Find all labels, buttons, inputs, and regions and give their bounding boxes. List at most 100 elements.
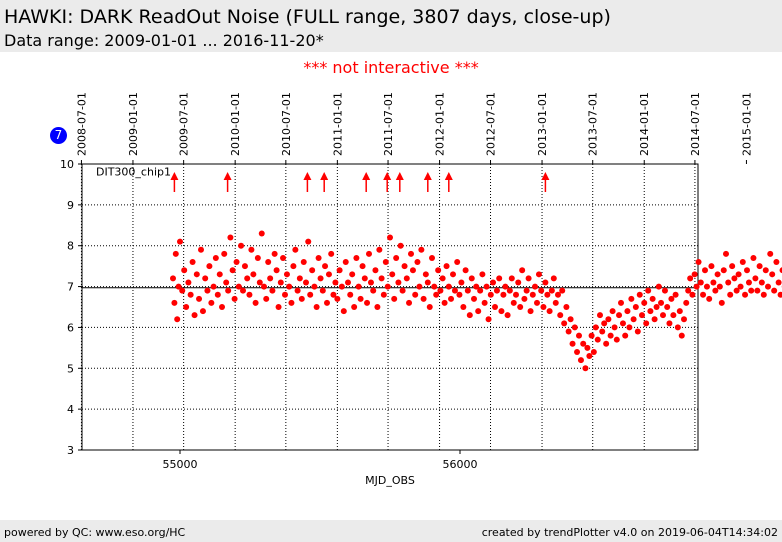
data-point xyxy=(315,254,322,261)
data-point xyxy=(712,287,719,294)
data-point xyxy=(718,299,725,306)
data-point xyxy=(179,287,186,294)
data-point xyxy=(622,332,629,339)
data-point xyxy=(233,259,240,266)
data-point xyxy=(437,287,444,294)
data-point xyxy=(723,250,729,257)
footer-created-by: created by trendPlotter v4.0 on 2019-06-… xyxy=(481,526,778,539)
date-tick-label: 2014-07-01 xyxy=(689,92,702,156)
data-point xyxy=(521,295,528,302)
data-point xyxy=(193,271,200,278)
data-point xyxy=(493,287,500,294)
data-point xyxy=(479,271,486,278)
data-point xyxy=(603,340,610,347)
data-point xyxy=(691,271,698,278)
data-point xyxy=(466,312,473,319)
data-point xyxy=(330,291,337,298)
data-point xyxy=(439,275,446,282)
data-point xyxy=(258,230,265,237)
data-point xyxy=(613,336,620,343)
data-point xyxy=(535,271,542,278)
data-point xyxy=(752,275,759,282)
data-point xyxy=(275,304,282,310)
data-point xyxy=(332,279,339,286)
data-point xyxy=(263,295,270,302)
data-point xyxy=(342,259,349,266)
data-point xyxy=(424,279,431,286)
data-point xyxy=(607,332,614,339)
data-point xyxy=(391,295,398,302)
data-point xyxy=(643,320,650,327)
data-point xyxy=(303,279,309,286)
data-point xyxy=(252,299,259,306)
data-point xyxy=(370,287,377,294)
data-point xyxy=(716,283,723,290)
data-point xyxy=(376,246,383,253)
y-tick-label: 4 xyxy=(67,403,74,416)
data-point xyxy=(628,295,635,302)
date-tick-label: 2013-07-01 xyxy=(587,92,600,156)
data-point xyxy=(372,267,379,274)
upper-limit-arrow-head xyxy=(423,172,432,180)
data-point xyxy=(387,234,393,241)
data-point xyxy=(406,299,413,306)
data-point xyxy=(450,271,456,278)
data-point xyxy=(336,267,343,274)
data-point xyxy=(292,246,299,253)
data-point xyxy=(199,308,206,315)
data-point xyxy=(706,295,713,302)
data-point xyxy=(422,271,429,278)
data-point xyxy=(762,267,769,274)
data-point xyxy=(754,287,761,294)
data-point xyxy=(767,250,774,257)
data-point xyxy=(632,304,639,310)
data-point xyxy=(729,263,736,270)
data-point xyxy=(636,291,643,298)
data-point xyxy=(748,287,755,294)
data-point xyxy=(393,254,400,261)
data-point xyxy=(219,304,225,310)
upper-limit-arrow-head xyxy=(170,172,179,180)
data-point xyxy=(399,287,406,294)
data-point xyxy=(693,283,700,290)
data-point xyxy=(175,283,182,290)
data-point xyxy=(206,263,213,270)
data-point xyxy=(582,365,589,372)
date-tick-label: 2011-07-01 xyxy=(382,92,395,156)
data-point xyxy=(559,287,566,294)
data-point xyxy=(324,299,330,306)
data-point xyxy=(221,250,228,257)
data-point xyxy=(212,254,219,261)
data-point xyxy=(471,295,477,302)
data-point xyxy=(451,287,458,294)
data-point xyxy=(664,304,671,310)
data-point xyxy=(779,267,782,274)
data-point xyxy=(485,316,492,323)
data-point xyxy=(261,283,267,290)
data-point xyxy=(454,259,461,266)
data-point xyxy=(735,271,742,278)
data-point xyxy=(597,312,603,319)
data-point xyxy=(227,234,234,241)
data-point xyxy=(418,246,425,253)
data-point xyxy=(544,291,551,298)
date-tick-label: 2015-01-01 xyxy=(740,92,753,156)
data-point xyxy=(634,328,641,335)
data-point xyxy=(223,279,230,286)
data-point xyxy=(550,275,557,282)
x-tick-label: 56000 xyxy=(443,458,478,471)
data-point xyxy=(773,259,780,266)
data-point xyxy=(645,287,652,294)
y-tick-label: 5 xyxy=(67,362,74,375)
date-tick-label: 2014-01-01 xyxy=(638,92,651,156)
data-point xyxy=(502,283,509,290)
data-point xyxy=(668,295,675,302)
data-point xyxy=(475,308,482,315)
data-point xyxy=(277,279,284,286)
data-point xyxy=(548,287,555,294)
axes-group: 3 4 5 6 7 8 9 10 55000 56000 xyxy=(60,158,478,471)
data-point xyxy=(174,316,181,323)
upper-limit-arrow-head xyxy=(362,172,371,180)
data-point xyxy=(345,279,351,286)
upper-limit-arrow-head xyxy=(541,172,550,180)
